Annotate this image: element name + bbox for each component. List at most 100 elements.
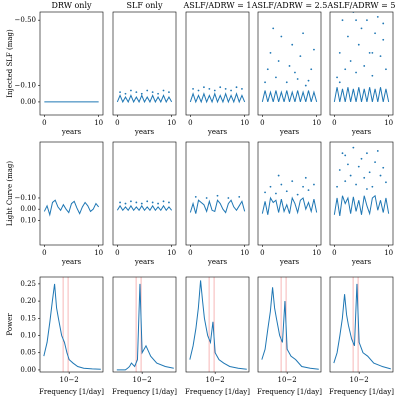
panel: SLF only 0 10 years [112,1,177,136]
x-tick-label: 10 [94,119,103,127]
panel-title: DRW only [51,1,92,10]
x-tick-label: 0 [260,249,264,257]
x-tick-label: 10 [312,249,321,257]
data-point [224,87,227,90]
x-tick-label: 10−2 [278,376,297,384]
data-point [344,180,347,183]
data-point [366,152,368,155]
panel-title: ASLF/ADRW = 2.5 [251,1,328,10]
y-axis-label: Injected SLF (mag) [6,29,14,98]
plot-area [116,200,173,212]
axes-frame [329,11,394,116]
data-point [285,190,288,193]
x-axis-label: years [61,258,82,266]
x-axis-label: years [61,128,82,136]
axes-frame [257,141,322,246]
axes-frame [329,276,394,373]
data-point [277,60,280,62]
x-tick-label: 0 [332,119,336,127]
x-axis-label: years [134,258,155,266]
plot-area [116,277,174,372]
data-point [349,60,352,62]
data-point [376,150,379,152]
data-point [360,27,363,30]
data-point [338,81,341,84]
x-axis-label: years [279,128,300,136]
data-point [235,86,238,89]
x-tick-label: 0 [42,249,46,257]
data-point [366,19,368,22]
data-point [264,191,266,194]
data-line [189,199,246,214]
data-point [162,200,165,203]
data-point [119,201,121,204]
data-point [304,176,307,179]
axes-frame [185,11,250,116]
data-point [192,87,194,90]
x-tick-label: 0 [115,119,119,127]
x-axis-label: years [351,258,372,266]
y-tick-label: −0.50 [15,16,36,24]
axes-frame [112,11,177,116]
data-point [347,35,349,38]
data-point [341,19,344,22]
axes-frame [39,11,104,116]
y-tick-label: 0.00 [20,98,36,106]
axes-frame [185,276,250,373]
data-point [168,201,170,204]
data-point [151,201,154,204]
x-axis-label: Frequency [1/day] [185,388,250,396]
panel: 0 10 years [185,141,250,266]
panel: ASLF/ADRW = 1 0 10 years [183,1,252,136]
x-tick-label: 0 [332,249,336,257]
axes-frame [112,276,177,373]
data-line [261,196,318,215]
y-tick-label: 0.15 [20,314,36,322]
data-point [374,161,376,164]
panel: ASLF/ADRW = 2.5 0 10 years [251,1,328,136]
data-line [261,90,318,103]
data-point [168,91,170,94]
data-point [213,89,216,92]
data-point [341,152,344,155]
data-point [277,174,280,177]
data-point [347,163,349,166]
plot-area [333,146,390,216]
y-tick-label: 0.20 [20,297,36,305]
data-line [189,92,246,104]
y-tick-label: 0.00 [20,366,36,374]
axes-frame [39,141,104,246]
plot-area [43,199,100,217]
x-axis-label: Frequency [1/day] [257,388,322,396]
data-point [124,92,127,95]
data-point [355,71,357,74]
axes-frame [257,276,322,373]
plot-area [261,277,319,372]
y-axis-label: Light Curve (mag) [6,161,14,226]
axes-frame [39,276,104,373]
data-point [241,87,243,90]
data-point [272,27,275,30]
x-tick-label: 10 [384,249,393,257]
data-point [162,89,165,92]
axes-frame [112,141,177,246]
data-point [302,32,304,35]
data-point [313,183,315,186]
data-point [157,92,159,95]
x-tick-label: 0 [260,119,264,127]
x-axis-label: Frequency [1/day] [329,388,394,396]
data-point [146,200,149,203]
y-tick-label: 0.10 [20,332,36,340]
data-point [140,202,143,205]
axes-frame [185,141,250,246]
data-point [266,68,269,71]
x-tick-label: 0 [188,119,192,127]
y-tick-label: 0.00 [20,205,36,213]
data-point [371,51,374,54]
data-point [238,195,241,198]
x-axis-label: Frequency [1/day] [112,388,177,396]
x-tick-label: 10 [167,119,176,127]
data-point [140,92,143,95]
